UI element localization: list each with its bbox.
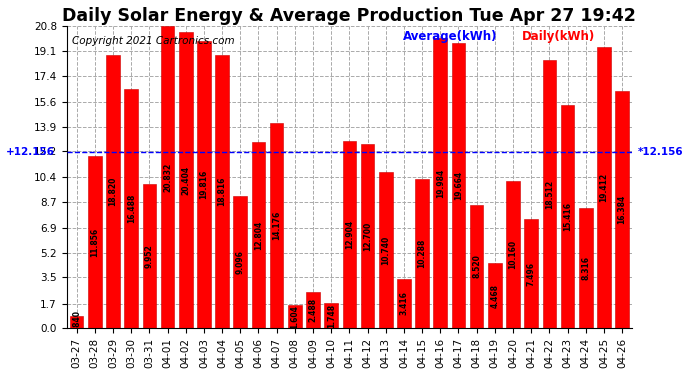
Text: Copyright 2021 Cartronics.com: Copyright 2021 Cartronics.com — [72, 36, 235, 45]
Text: 18.820: 18.820 — [108, 177, 117, 206]
Text: Daily(kWh): Daily(kWh) — [522, 30, 595, 42]
Text: 12.904: 12.904 — [345, 220, 354, 249]
Text: 0.840: 0.840 — [72, 310, 81, 334]
Text: +12.156: +12.156 — [6, 147, 55, 157]
Text: 10.740: 10.740 — [381, 236, 391, 265]
Bar — [506, 181, 520, 328]
Text: 14.176: 14.176 — [272, 211, 281, 240]
Bar — [415, 179, 429, 328]
Bar — [233, 196, 247, 328]
Text: 19.984: 19.984 — [436, 169, 445, 198]
Bar — [561, 105, 574, 328]
Text: 7.496: 7.496 — [526, 262, 535, 286]
Bar — [306, 292, 320, 328]
Bar — [342, 141, 356, 328]
Bar — [197, 41, 210, 328]
Bar — [597, 46, 611, 328]
Text: 16.384: 16.384 — [618, 195, 627, 224]
Text: 2.488: 2.488 — [308, 298, 317, 322]
Text: 19.816: 19.816 — [199, 170, 208, 199]
Text: 8.520: 8.520 — [472, 255, 481, 278]
Bar — [397, 279, 411, 328]
Bar — [288, 305, 302, 328]
Text: 4.468: 4.468 — [491, 284, 500, 308]
Bar — [106, 55, 120, 328]
Bar — [252, 142, 265, 328]
Bar — [324, 303, 338, 328]
Text: 3.416: 3.416 — [400, 291, 408, 315]
Bar — [470, 205, 484, 328]
Text: 19.664: 19.664 — [454, 171, 463, 200]
Text: 1.748: 1.748 — [326, 303, 335, 328]
Bar — [124, 89, 138, 328]
Bar — [615, 90, 629, 328]
Text: Average(kWh): Average(kWh) — [403, 30, 497, 42]
Bar — [70, 316, 83, 328]
Bar — [488, 263, 502, 328]
Title: Daily Solar Energy & Average Production Tue Apr 27 19:42: Daily Solar Energy & Average Production … — [62, 7, 636, 25]
Text: 20.832: 20.832 — [163, 162, 172, 192]
Bar — [215, 55, 229, 328]
Bar — [270, 123, 284, 328]
Text: 12.804: 12.804 — [254, 221, 263, 250]
Text: 9.096: 9.096 — [236, 250, 245, 274]
Text: 16.488: 16.488 — [127, 194, 136, 224]
Text: 8.316: 8.316 — [581, 256, 590, 280]
Bar — [433, 38, 447, 328]
Bar — [361, 144, 375, 328]
Text: 1.604: 1.604 — [290, 304, 299, 328]
Text: *12.156: *12.156 — [638, 147, 683, 157]
Text: 18.816: 18.816 — [217, 177, 226, 206]
Text: 15.416: 15.416 — [563, 202, 572, 231]
Text: 9.952: 9.952 — [145, 244, 154, 268]
Bar — [161, 26, 175, 328]
Bar — [524, 219, 538, 328]
Text: 10.288: 10.288 — [417, 239, 426, 268]
Text: 20.404: 20.404 — [181, 166, 190, 195]
Bar — [452, 43, 465, 328]
Bar — [88, 156, 101, 328]
Text: 11.856: 11.856 — [90, 228, 99, 257]
Text: 12.700: 12.700 — [363, 222, 372, 251]
Text: 18.512: 18.512 — [545, 179, 554, 209]
Bar — [179, 32, 193, 328]
Bar — [542, 60, 556, 328]
Text: 19.412: 19.412 — [600, 173, 609, 202]
Bar — [379, 172, 393, 328]
Bar — [143, 184, 156, 328]
Bar — [579, 208, 593, 328]
Text: 10.160: 10.160 — [509, 240, 518, 269]
